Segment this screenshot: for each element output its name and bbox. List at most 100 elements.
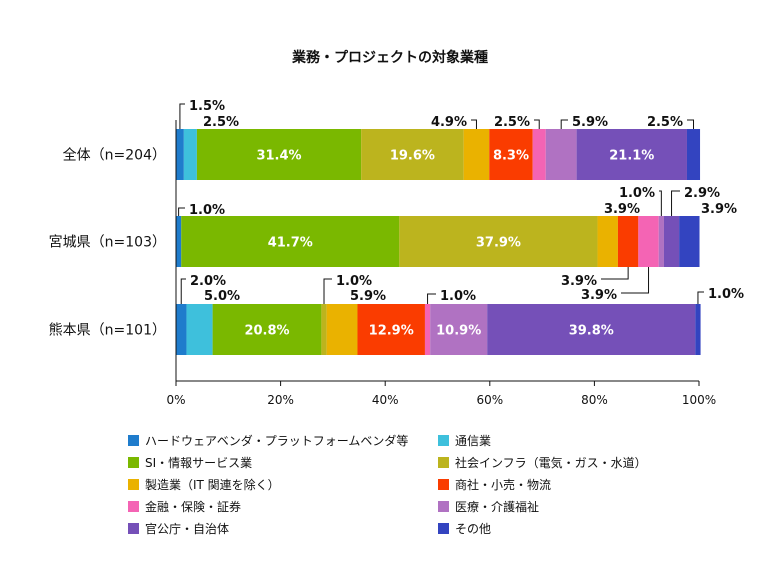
data-label: 2.5% [647,115,683,130]
legend-swatch [128,501,139,512]
callout-line [534,119,540,129]
bar-segment [399,216,598,267]
legend-swatch [438,501,449,512]
bar-segment [532,129,546,180]
category-label: 全体（n=204） [63,147,166,164]
callout-line [601,267,629,280]
x-tick-label: 40% [372,393,399,407]
bar-segment [424,304,431,355]
legend-swatch [128,523,139,534]
callout-line [179,103,185,129]
callout-line [671,190,680,216]
legend-item: 社会インフラ（電気・ガス・水道） [438,454,647,471]
data-label: 1.0% [619,186,655,201]
bar-segment [597,216,618,267]
data-label: 2.5% [494,115,530,130]
bar-segment [638,216,659,267]
bar-segment [686,129,701,180]
legend-item: SI・情報サービス業 [128,454,252,471]
callout-line [621,267,650,294]
callout-line [427,293,436,304]
data-label: 10.9% [436,324,481,339]
callout-line [178,207,185,216]
bar-segment [321,304,327,355]
bar-segment [357,304,425,355]
data-label: 3.9% [561,274,597,289]
data-label: 1.0% [189,203,225,218]
data-label: 3.9% [701,202,737,217]
legend-item: 官公庁・自治体 [128,520,229,537]
bar-segment [679,216,700,267]
legend-label: 商社・小売・物流 [455,478,552,492]
x-tick-label: 80% [581,393,608,407]
bar-segment [196,129,362,180]
data-label: 1.5% [189,99,225,114]
x-tick-label: 0% [166,393,185,407]
legend-label: 医療・介護福祉 [455,500,540,514]
callout-line [471,119,477,129]
bar-segment [181,216,400,267]
legend-item: 商社・小売・物流 [438,476,551,493]
data-label: 21.1% [609,149,654,164]
data-label: 5.9% [350,289,386,304]
data-label: 1.0% [708,287,744,302]
legend-label: SI・情報サービス業 [145,456,253,470]
bar-segment [463,129,490,180]
data-label: 3.9% [581,288,617,303]
chart-title: 業務・プロジェクトの対象業種 [291,49,488,66]
data-label: 5.0% [204,289,240,304]
legend-label: 金融・保険・証券 [145,500,242,514]
callout-line [659,190,662,216]
data-label: 41.7% [268,236,313,251]
category-label: 熊本県（n=101） [49,323,166,339]
data-label: 5.9% [572,115,608,130]
callout-line [180,278,186,304]
bar-segment [663,216,680,267]
bar-segment [183,129,197,180]
data-label: 2.0% [190,274,226,289]
callout-line [323,278,332,304]
legend-item: ハードウェアベンダ・プラットフォームベンダ等 [128,432,408,449]
data-label: 37.9% [476,236,521,251]
data-label: 3.9% [604,202,640,217]
category-label: 宮城県（n=103） [49,235,166,251]
data-label: 2.9% [684,186,720,201]
x-tick-label: 100% [682,393,716,407]
legend-label: 通信業 [455,434,492,448]
data-label: 1.0% [336,274,372,289]
bar-segment [489,129,533,180]
legend-label: 社会インフラ（電気・ガス・水道） [455,456,647,470]
data-label: 20.8% [244,324,289,339]
data-label: 4.9% [431,115,467,130]
legend-item: 金融・保険・証券 [128,498,241,515]
legend-swatch [128,435,139,446]
legend-item: その他 [438,520,491,537]
data-label: 19.6% [390,149,435,164]
bar-segment [430,304,488,355]
callout-line [687,119,695,129]
legend-item: 製造業（IT 関連を除く） [128,476,280,493]
callout-line [560,119,568,129]
legend-swatch [128,479,139,490]
bar-segment [658,216,664,267]
bar-segment [212,304,322,355]
bar-segment [176,304,187,355]
bar-segment [361,129,464,180]
legend-swatch [438,479,449,490]
legend-swatch [128,457,139,468]
legend-item: 通信業 [438,432,491,449]
bar-segment [576,129,687,180]
legend-label: 官公庁・自治体 [145,522,230,536]
x-tick-label: 60% [476,393,503,407]
bar-segment [695,304,701,355]
legend-swatch [438,457,449,468]
data-label: 12.9% [369,324,414,339]
data-label: 2.5% [203,115,239,130]
bar-segment [186,304,213,355]
data-label: 8.3% [493,149,529,164]
x-tick-label: 20% [267,393,294,407]
legend-item: 医療・介護福祉 [438,498,539,515]
bar-segment [487,304,696,355]
bar-segment [176,129,184,180]
